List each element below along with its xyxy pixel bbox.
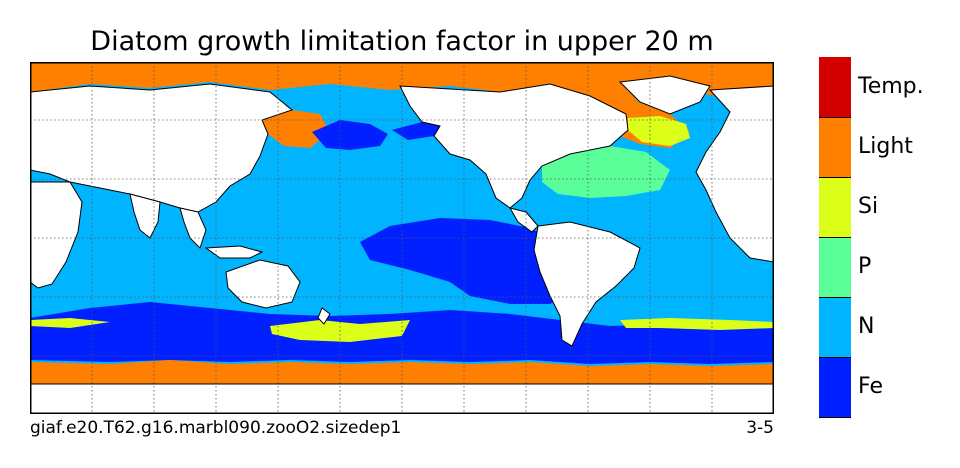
map-panel [30, 62, 774, 414]
colorbar-label: Temp. [858, 74, 924, 99]
southern-si-streak-west [30, 318, 110, 328]
land-south-america [533, 221, 641, 347]
southern-si-streak-east [620, 318, 774, 330]
colorbar [818, 56, 851, 418]
land-central-america [508, 207, 539, 233]
colorbar-segment-fe [818, 356, 851, 417]
land-new-zealand [317, 307, 331, 325]
colorbar-label: P [858, 254, 872, 279]
map-canvas [30, 62, 774, 414]
colorbar-label: Light [858, 134, 913, 159]
land-africa [30, 181, 83, 289]
equatorial-pacific-fe-region [360, 218, 570, 304]
colorbar-segment-si [818, 176, 851, 237]
land-north-america [399, 83, 629, 209]
colorbar-segment-p [818, 236, 851, 297]
north-pacific-fe-region-2 [392, 122, 440, 140]
north-pacific-fe-region [312, 120, 388, 150]
colorbar-segment-n [818, 296, 851, 357]
north-atlantic-p-region [542, 146, 670, 198]
colorbar-label: Si [858, 194, 879, 219]
run-identifier: giaf.e20.T62.g16.marbl090.zooO2.sizedep1 [30, 418, 402, 438]
land-indonesia [204, 245, 264, 259]
land-eurasia [30, 83, 294, 213]
land-australia [225, 259, 301, 309]
colorbar-segment-light [818, 116, 851, 177]
map-frame [30, 62, 774, 414]
map-gridlines [30, 62, 774, 414]
colorbar-segment-temp [818, 56, 851, 117]
season-label: 3-5 [746, 418, 774, 438]
map-title: Diatom growth limitation factor in upper… [90, 26, 714, 57]
colorbar-label: Fe [858, 374, 883, 399]
land-europe-africa-east [695, 85, 774, 263]
north-atlantic-si-region [628, 116, 690, 146]
north-pacific-light [262, 110, 330, 148]
land-greenland [618, 75, 711, 115]
colorbar-label: N [858, 314, 875, 339]
